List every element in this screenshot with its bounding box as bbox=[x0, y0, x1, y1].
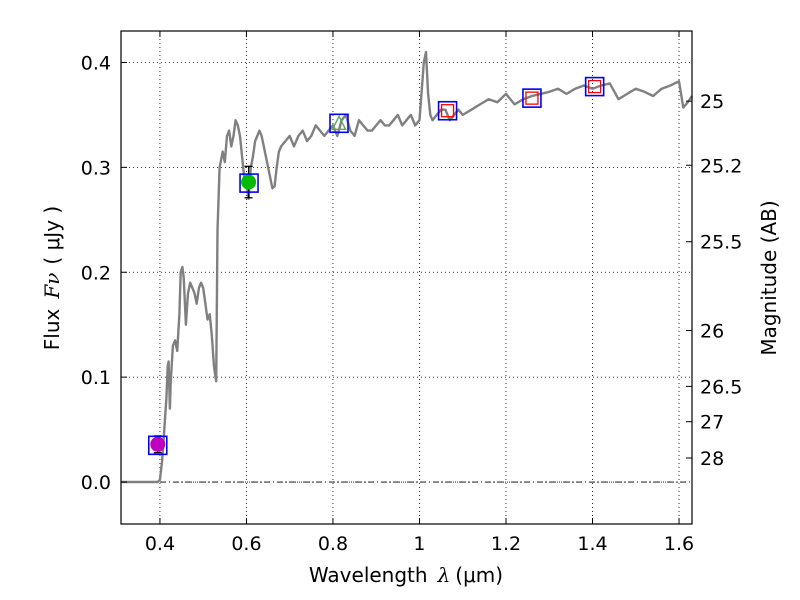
y-axis-label-text: Flux bbox=[40, 308, 64, 350]
x-tick-label: 1.6 bbox=[664, 533, 694, 555]
photometry-point bbox=[331, 114, 347, 131]
y-tick-label: 0.0 bbox=[81, 472, 111, 494]
model-marker bbox=[440, 104, 455, 118]
x-tick-label: 1.2 bbox=[491, 533, 521, 555]
y-axis-label-unit: ( μJy ) bbox=[40, 206, 64, 265]
y-axis-label-symbol: Fν bbox=[40, 273, 64, 300]
model-box bbox=[239, 173, 259, 193]
series-layer bbox=[121, 50, 693, 484]
x-tick-label: 1 bbox=[413, 533, 425, 555]
x-tick-label: 0.8 bbox=[318, 533, 348, 555]
x-tick-label: 1.4 bbox=[577, 533, 607, 555]
sed-template-line bbox=[121, 50, 693, 484]
x-axis-label: Wavelength λ (μm) bbox=[309, 563, 503, 587]
y-tick-label: 0.1 bbox=[81, 367, 111, 389]
x-tick-label: 0.4 bbox=[145, 533, 175, 555]
grid bbox=[121, 31, 692, 524]
plot-frame bbox=[120, 30, 693, 525]
model-box bbox=[147, 435, 168, 456]
x-axis-label-text: Wavelength bbox=[309, 563, 428, 587]
y-tick-label: 0.2 bbox=[81, 262, 111, 284]
right-tick-label: 26.5 bbox=[700, 376, 742, 398]
model-box bbox=[522, 88, 542, 108]
model-marker bbox=[525, 91, 539, 105]
photometry-point bbox=[150, 436, 166, 452]
model-box bbox=[329, 113, 349, 134]
right-tick-label: 25.2 bbox=[700, 155, 742, 177]
right-axis-label: Magnitude (AB) bbox=[757, 200, 781, 355]
right-tick-label: 25.5 bbox=[700, 232, 742, 254]
y-tick-label: 0.3 bbox=[81, 157, 111, 179]
model-box bbox=[437, 100, 458, 121]
x-axis-label-symbol: λ bbox=[437, 563, 451, 587]
right-tick-label: 27 bbox=[700, 412, 724, 434]
x-axis-label-unit: (μm) bbox=[455, 563, 503, 587]
model-marker bbox=[588, 79, 602, 94]
right-tick-label: 26 bbox=[700, 320, 724, 342]
photometry-layer bbox=[147, 76, 605, 456]
photometry-point bbox=[241, 174, 257, 190]
right-tick-label: 25 bbox=[700, 91, 724, 113]
y-tick-label: 0.4 bbox=[81, 52, 111, 74]
model-box bbox=[584, 76, 605, 97]
x-tick-label: 0.6 bbox=[231, 533, 261, 555]
right-tick-label: 28 bbox=[700, 448, 724, 470]
y-axis-label: Flux Fν ( μJy ) bbox=[40, 206, 64, 350]
axis-ticks: 0.4 0.6 0.8 1 1.2 1.4 1.6 0.0 0.1 0.2 0.3 0.4 25 25.2… bbox=[81, 31, 742, 555]
